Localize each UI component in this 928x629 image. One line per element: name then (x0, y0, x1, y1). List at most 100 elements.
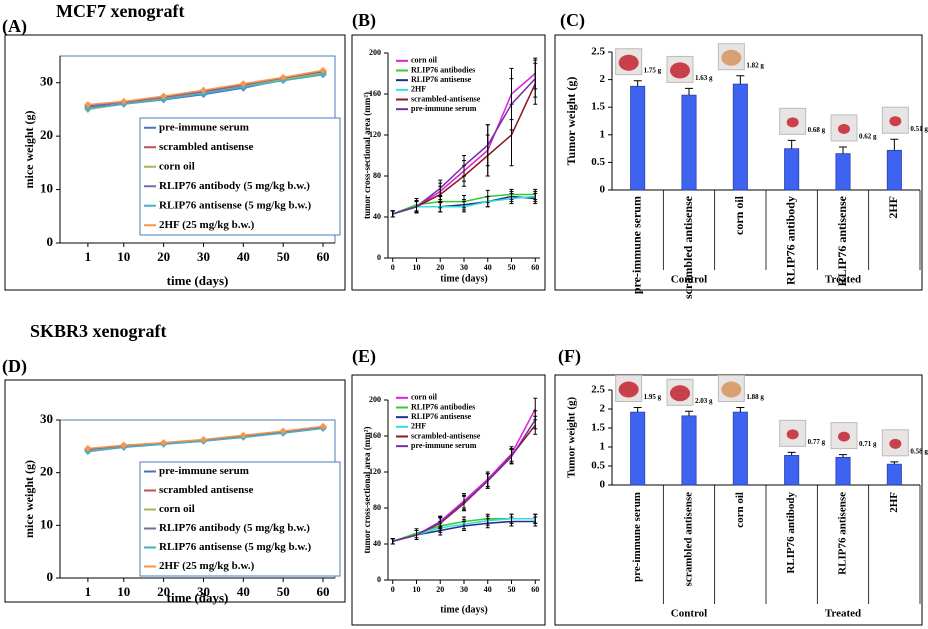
legend-label: RLIP76 antisense (5 mg/kg b.w.) (159, 541, 312, 553)
panel-label: (A) (2, 16, 27, 37)
x-tick-label: 60 (317, 584, 330, 599)
y-tick-label: 0 (377, 253, 381, 262)
error-bar (509, 78, 514, 131)
y-tick-label: 160 (369, 89, 381, 98)
x-tick-label: RLIP76 antisense (837, 492, 849, 575)
x-tick-label: 20 (436, 585, 444, 594)
y-tick-label: 0 (47, 234, 54, 249)
tumor-image (670, 62, 690, 79)
legend-label: RLIP76 antibody (5 mg/kg b.w.) (159, 180, 310, 192)
legend-label: 2HF (411, 85, 426, 94)
legend-label: corn oil (411, 393, 438, 402)
error-bar (509, 192, 514, 205)
image-caption: 0.68 g (808, 126, 826, 134)
x-tick-label: pre-immune serum (629, 196, 643, 294)
bar (886, 463, 902, 486)
y-tick-label: 20 (40, 127, 53, 142)
error-bar (390, 538, 395, 545)
panel-frame (4, 34, 346, 291)
group-label: Control (671, 274, 707, 286)
bar (835, 153, 851, 191)
x-tick-label: 2HF (888, 492, 900, 513)
image-caption: 1.88 g (746, 393, 764, 401)
image-caption: 0.71 g (859, 440, 877, 448)
y-axis-title: mice weight (g) (22, 111, 36, 189)
x-tick-label: RLIP76 antibody (783, 196, 797, 285)
marker (319, 71, 327, 79)
error-bar (438, 179, 443, 197)
y-tick-label: 2 (600, 73, 606, 85)
legend-label: scrambled-antisense (411, 431, 481, 440)
y-tick-label: 160 (369, 431, 381, 440)
bar (784, 148, 800, 191)
error-bar (485, 196, 490, 208)
x-tick-label: 50 (277, 584, 290, 599)
x-tick-label: pre-immune serum (631, 492, 643, 582)
error-bar (839, 454, 847, 458)
x-tick-label: 0 (391, 585, 395, 594)
panel-label: (D) (2, 356, 27, 377)
bar (732, 411, 748, 486)
y-tick-label: 200 (369, 395, 381, 404)
image-caption: 0.58 g (910, 447, 928, 455)
group-label: Treated (825, 608, 861, 620)
legend-label: pre-immune serum (411, 104, 477, 113)
y-tick-label: 30 (40, 74, 53, 89)
y-tick-label: 1 (600, 441, 606, 453)
x-tick-label: 50 (508, 263, 516, 272)
error-bar (736, 75, 745, 85)
legend-label: pre-immune serum (159, 121, 249, 133)
bar (681, 415, 697, 486)
bar (732, 83, 748, 191)
x-tick-label: scrambled antisense (683, 492, 695, 587)
legend-label: corn oil (159, 160, 195, 172)
legend-label: RLIP76 antisense (5 mg/kg b.w.) (159, 199, 312, 211)
panel-label: (E) (352, 346, 376, 367)
panel-frame (4, 379, 346, 603)
x-tick-label: 40 (484, 263, 492, 272)
panel-label: (F) (558, 346, 581, 367)
bar (886, 149, 902, 191)
y-tick-label: 80 (373, 171, 381, 180)
marker (84, 444, 92, 452)
x-tick-label: 1 (85, 249, 92, 264)
image-caption: 1.95 g (644, 393, 662, 401)
x-tick-label: 10 (413, 585, 421, 594)
legend-label: RLIP76 antibody (5 mg/kg b.w.) (159, 522, 310, 534)
x-tick-label: corn oil (734, 492, 746, 528)
y-tick-label: 40 (373, 212, 381, 221)
marker (239, 80, 247, 88)
y-tick-label: 2.5 (591, 384, 605, 396)
y-tick-label: 120 (369, 467, 381, 476)
x-tick-label: 50 (277, 249, 290, 264)
x-tick-label: 1 (85, 584, 92, 599)
x-tick-label: 10 (117, 584, 130, 599)
y-tick-label: 30 (40, 411, 53, 426)
error-bar (533, 190, 538, 203)
error-bar (633, 80, 642, 87)
y-tick-label: 0.5 (591, 460, 605, 472)
marker (160, 92, 168, 100)
y-tick-label: 0 (600, 184, 606, 196)
legend-label: RLIP76 antisense (411, 75, 472, 84)
y-axis-title: mice weight (g) (22, 460, 36, 538)
legend-box (139, 461, 341, 577)
y-tick-label: 200 (369, 48, 381, 57)
tumor-image (670, 385, 690, 402)
y-tick-label: 1.5 (591, 101, 605, 113)
bar (630, 411, 646, 486)
tumor-image (786, 429, 799, 440)
x-tick-label: 20 (157, 584, 170, 599)
bar (784, 455, 800, 486)
y-tick-label: 120 (369, 130, 381, 139)
tumor-image (838, 123, 850, 134)
legend-label: scrambled antisense (159, 484, 254, 496)
marker (199, 435, 208, 444)
marker (84, 104, 92, 112)
error-bar (462, 201, 466, 213)
y-axis-title: Tumor weight (g) (566, 397, 578, 479)
legend-label: corn oil (159, 503, 195, 515)
error-bar (414, 200, 419, 214)
x-tick-label: 50 (508, 585, 516, 594)
tumor-image (838, 431, 850, 442)
